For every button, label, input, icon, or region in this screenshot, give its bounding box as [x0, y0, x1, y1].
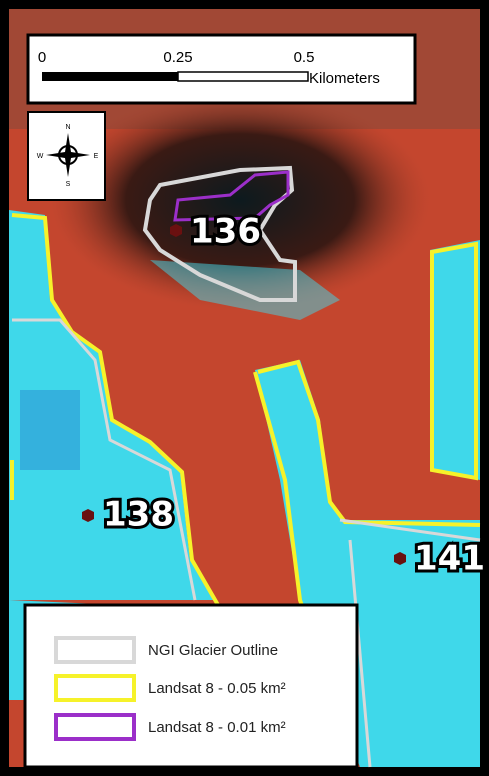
- scale-label: 0: [38, 49, 46, 66]
- scale-unit: Kilometers: [309, 70, 380, 87]
- scale-label: 0.25: [163, 49, 192, 66]
- compass-s: S: [66, 181, 71, 188]
- legend-label: NGI Glacier Outline: [148, 642, 278, 659]
- site-label: 136: [190, 212, 261, 252]
- site-label: 141: [414, 539, 485, 579]
- site-label: 138: [103, 495, 174, 535]
- ice-deep: [20, 390, 80, 470]
- compass-n: N: [65, 124, 70, 131]
- compass-e: E: [94, 153, 99, 160]
- legend-label: Landsat 8 - 0.01 km²: [148, 719, 286, 736]
- legend-label: Landsat 8 - 0.05 km²: [148, 680, 286, 697]
- compass-w: W: [37, 153, 44, 160]
- scale-segment: [178, 72, 308, 81]
- scale-box: [28, 35, 415, 103]
- scale-label: 0.5: [294, 49, 315, 66]
- scale-segment: [42, 72, 178, 81]
- map: 136 138 141 0 0.25 0.5 Kilometers N S E …: [0, 0, 489, 776]
